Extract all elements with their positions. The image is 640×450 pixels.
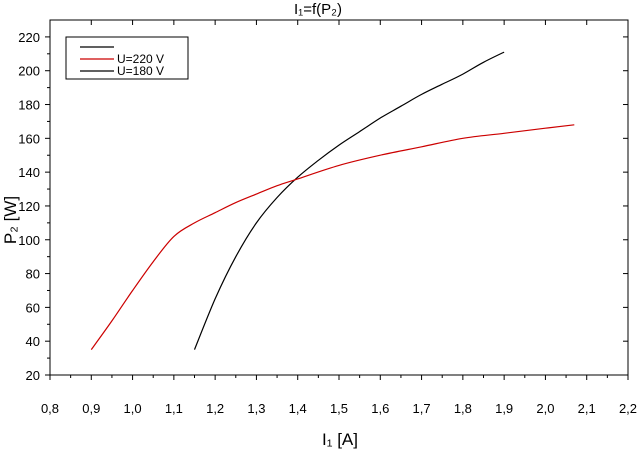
- x-tick-label: 1,9: [495, 401, 513, 416]
- y-tick-label: 80: [26, 267, 40, 282]
- x-tick-label: 1,5: [330, 401, 348, 416]
- x-tick-label: 1,8: [454, 401, 472, 416]
- legend-label: U=180 V: [117, 64, 164, 78]
- y-tick-label: 160: [18, 131, 40, 146]
- x-tick-label: 1,7: [413, 401, 431, 416]
- legend-box: [65, 36, 189, 80]
- x-tick-label: 1,3: [247, 401, 265, 416]
- chart-title: I₁=f(P₂): [294, 1, 342, 18]
- x-tick-label: 1,0: [124, 401, 142, 416]
- x-tick-label: 2,1: [578, 401, 596, 416]
- y-tick-label: 180: [18, 98, 40, 113]
- y-tick-label: 40: [26, 334, 40, 349]
- x-tick-label: 1,1: [165, 401, 183, 416]
- y-tick-label: 100: [18, 233, 40, 248]
- series-line-1: [193, 51, 505, 350]
- x-tick-label: 1,4: [289, 401, 307, 416]
- x-tick-label: 1,6: [371, 401, 389, 416]
- x-tick-label: 0,8: [41, 401, 59, 416]
- x-tick-label: 2,2: [619, 401, 637, 416]
- y-tick-label: 20: [26, 368, 40, 383]
- legend-label: U=220 V: [117, 52, 164, 66]
- x-axis-title: I₁ [A]: [322, 430, 358, 449]
- y-tick-label: 60: [26, 300, 40, 315]
- y-tick-label: 120: [18, 199, 40, 214]
- y-tick-label: 220: [18, 30, 40, 45]
- x-tick-label: 1,2: [206, 401, 224, 416]
- x-tick-label: 2,0: [536, 401, 554, 416]
- y-tick-label: 140: [18, 165, 40, 180]
- x-tick-label: 0,9: [82, 401, 100, 416]
- series-line-2: [90, 124, 575, 350]
- y-tick-label: 200: [18, 64, 40, 79]
- y-axis-title: P₂ [W]: [1, 196, 20, 244]
